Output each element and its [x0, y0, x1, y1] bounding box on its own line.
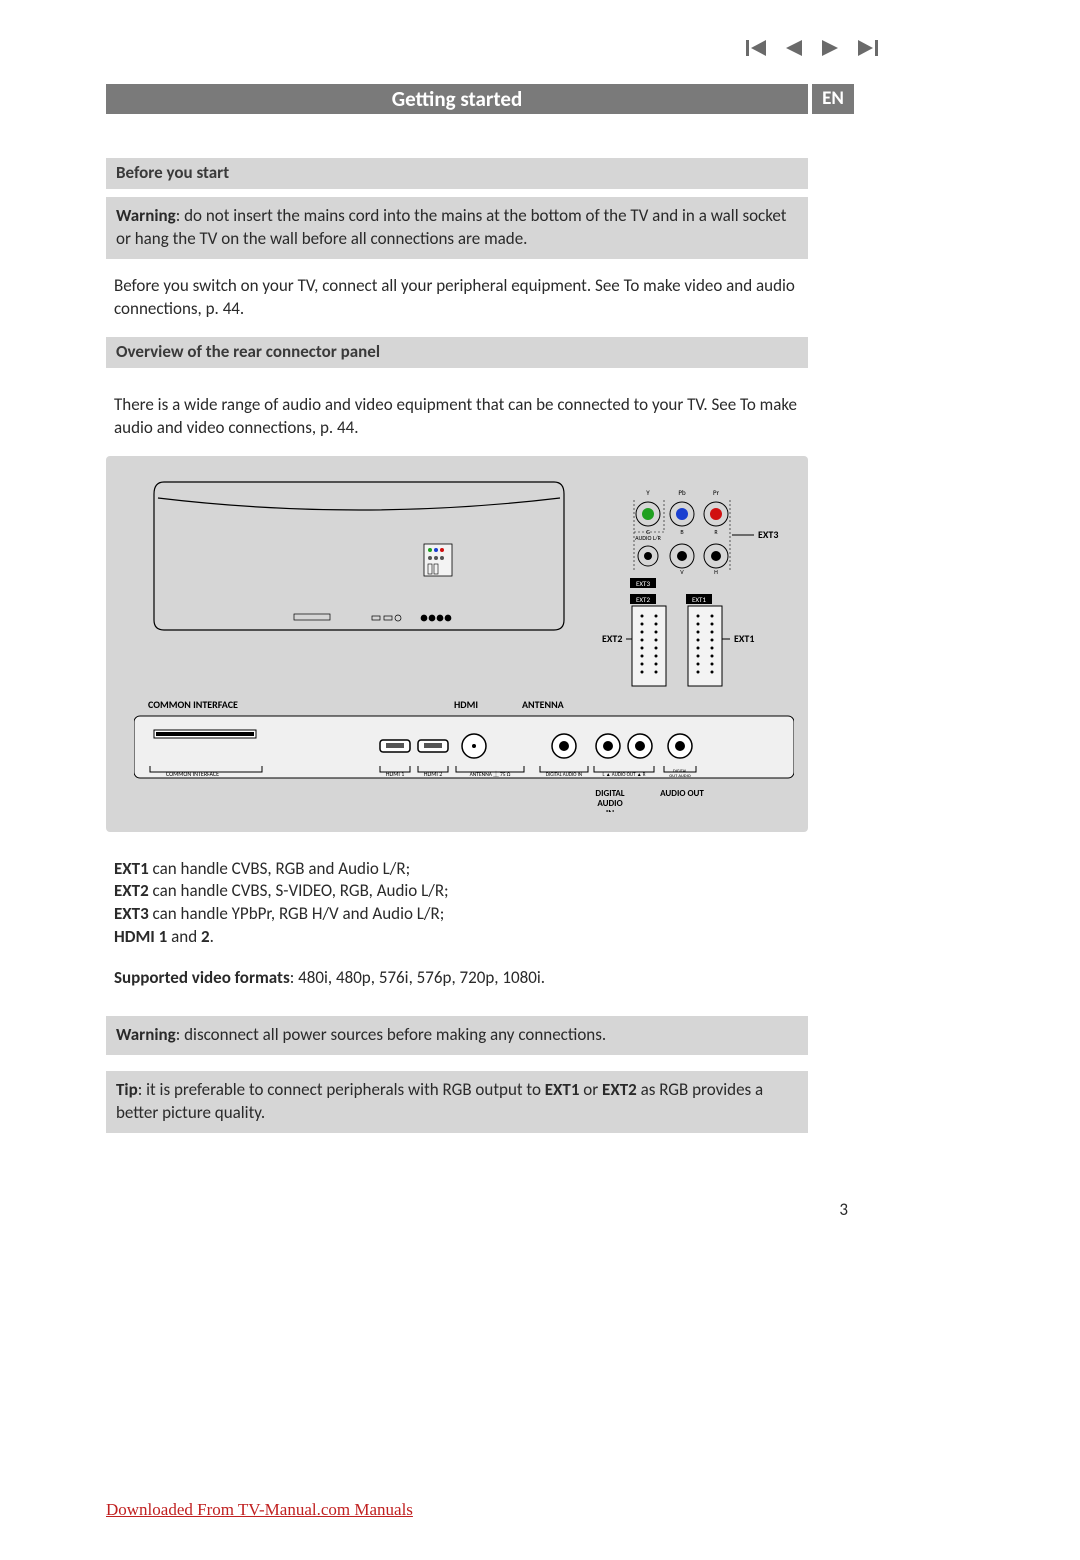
formats-bold: Supported video formats: [114, 967, 290, 988]
hdmi-body: and: [167, 926, 201, 947]
lbl-digaudioin: DIGITAL AUDIO IN: [546, 772, 582, 778]
warning1-label: Warning: [116, 205, 176, 226]
ext1-body: can handle CVBS, RGB and Audio L/R;: [149, 858, 410, 879]
diagram-ext3: EXT3: [758, 528, 778, 541]
lbl-audiolr: AUDIO L/R: [635, 534, 662, 542]
ext3-bold: EXT3: [114, 903, 149, 924]
svg-text:OUT AUDIO: OUT AUDIO: [669, 774, 690, 779]
section-overview: Overview of the rear connector panel: [106, 337, 808, 368]
warning1-body: : do not insert the mains cord into the …: [116, 205, 787, 249]
lbl-antenna: ANTENNA ⏊ 75 Ω: [470, 770, 511, 778]
formats: Supported video formats: 480i, 480p, 576…: [106, 967, 808, 990]
next-icon[interactable]: [822, 40, 840, 56]
tip-box: Tip: it is preferable to connect periphe…: [106, 1071, 808, 1133]
rear-panel-diagram: Y Pb Pr G B R AUDIO L/R V H EXT3 EXT3: [106, 456, 808, 832]
lbl-ext1tag: EXT1: [692, 595, 706, 604]
diagram-ext2: EXT2: [602, 632, 622, 645]
lang-badge: EN: [812, 84, 854, 114]
ext-desc: EXT1 can handle CVBS, RGB and Audio L/R;…: [106, 858, 808, 950]
formats-body: : 480i, 480p, 576i, 576p, 720p, 1080i.: [290, 967, 545, 988]
tip-ext1: EXT1: [545, 1079, 580, 1100]
lbl-v: V: [680, 568, 684, 576]
lbl-r: R: [714, 528, 718, 536]
lbl-ext3tag: EXT3: [636, 579, 650, 588]
lbl-audioout: L ▲ AUDIO OUT ▲ R: [603, 772, 646, 778]
footer-link[interactable]: Downloaded From TV-Manual.com Manuals: [106, 1500, 413, 1520]
lbl-pb: Pb: [678, 488, 686, 497]
para1: Before you switch on your TV, connect al…: [106, 275, 808, 321]
last-icon[interactable]: [858, 40, 880, 56]
hdr-antenna: ANTENNA: [522, 698, 565, 711]
lbl-b: B: [680, 528, 683, 536]
warning2-label: Warning: [116, 1024, 176, 1045]
page-number: 3: [839, 1199, 848, 1220]
hdr-common-interface: COMMON INTERFACE: [148, 698, 238, 711]
lbl-ext2tag: EXT2: [636, 595, 650, 604]
tip-ext2: EXT2: [602, 1079, 637, 1100]
svg-text:IN: IN: [606, 808, 614, 812]
tip-or: or: [579, 1079, 602, 1100]
ext2-body: can handle CVBS, S-VIDEO, RGB, Audio L/R…: [149, 880, 449, 901]
title-bar: Getting started: [106, 84, 808, 114]
hdr-hdmi: HDMI: [454, 698, 478, 711]
warning2-body: : disconnect all power sources before ma…: [176, 1024, 606, 1045]
warning-box-1: Warning: do not insert the mains cord in…: [106, 197, 808, 259]
lbl-common-interface: COMMON INTERFACE: [166, 770, 219, 778]
tip-body1: : it is preferable to connect peripheral…: [138, 1079, 545, 1100]
para2: There is a wide range of audio and video…: [106, 394, 808, 440]
hdmi-period: .: [210, 926, 214, 947]
hdmi-bold: HDMI 1: [114, 926, 167, 947]
ext3-body: can handle YPbPr, RGB H/V and Audio L/R;: [149, 903, 445, 924]
lbl-y: Y: [646, 488, 650, 497]
lbl-h: H: [714, 568, 718, 576]
hdmi-bold2: 2: [201, 926, 210, 947]
lbl-pr: Pr: [713, 488, 720, 497]
tip-label: Tip: [116, 1079, 138, 1100]
lbl-hdmi2: HDMI 2: [424, 770, 442, 778]
lbl-hdmi1: HDMI 1: [386, 770, 404, 778]
content: Before you start Warning: do not insert …: [106, 158, 808, 1149]
section-before-you-start: Before you start: [106, 158, 808, 189]
first-icon[interactable]: [746, 40, 768, 56]
ext1-bold: EXT1: [114, 858, 149, 879]
ext2-bold: EXT2: [114, 880, 149, 901]
warning-box-2: Warning: disconnect all power sources be…: [106, 1016, 808, 1055]
prev-icon[interactable]: [786, 40, 804, 56]
nav-icons: [746, 40, 880, 56]
lbl-audioout-multi: AUDIO OUT: [660, 788, 704, 799]
diagram-ext1: EXT1: [734, 632, 754, 645]
